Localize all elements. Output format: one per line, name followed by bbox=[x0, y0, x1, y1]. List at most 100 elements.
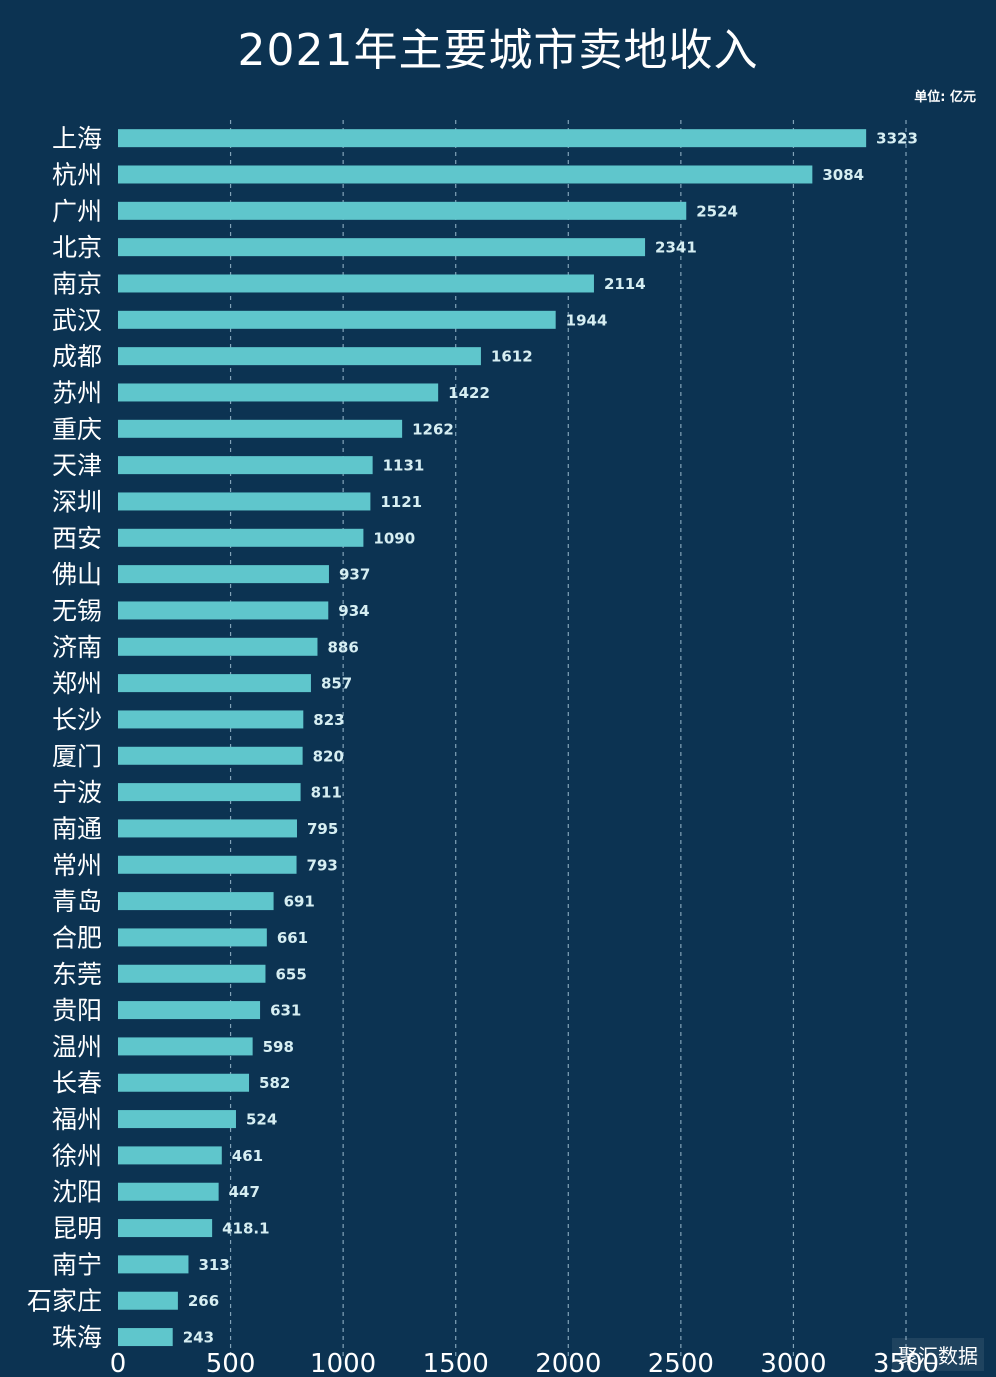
value-label: 631 bbox=[270, 1002, 301, 1020]
category-label: 济南 bbox=[52, 633, 102, 662]
bar bbox=[118, 456, 373, 475]
category-label: 郑州 bbox=[52, 669, 102, 698]
bar bbox=[118, 855, 297, 874]
x-tick-label: 3500 bbox=[873, 1349, 939, 1377]
bar bbox=[118, 1073, 250, 1092]
category-label: 福州 bbox=[52, 1105, 102, 1134]
value-label: 447 bbox=[229, 1183, 260, 1201]
category-label: 徐州 bbox=[52, 1141, 102, 1170]
bar bbox=[118, 238, 646, 257]
category-label: 成都 bbox=[52, 342, 102, 371]
bar bbox=[118, 601, 329, 620]
bar bbox=[118, 819, 297, 838]
value-label: 461 bbox=[232, 1147, 263, 1165]
category-label: 合肥 bbox=[52, 923, 102, 952]
value-label: 266 bbox=[188, 1292, 219, 1310]
bar bbox=[118, 1328, 173, 1347]
value-label: 243 bbox=[183, 1329, 214, 1347]
bar bbox=[118, 674, 311, 693]
bar bbox=[118, 528, 364, 547]
value-label: 1612 bbox=[491, 348, 533, 366]
category-label: 西安 bbox=[52, 524, 102, 553]
bar bbox=[118, 1146, 222, 1165]
value-label: 886 bbox=[327, 638, 358, 656]
bar bbox=[118, 383, 439, 402]
bar bbox=[118, 129, 867, 148]
value-label: 820 bbox=[313, 747, 344, 765]
bar bbox=[118, 928, 267, 947]
x-tick-label: 0 bbox=[110, 1349, 127, 1377]
value-label: 1131 bbox=[383, 457, 425, 475]
value-label: 1121 bbox=[380, 493, 422, 511]
x-tick-label: 2000 bbox=[535, 1349, 601, 1377]
x-tick-label: 500 bbox=[206, 1349, 256, 1377]
bar bbox=[118, 274, 594, 293]
bar bbox=[118, 964, 266, 983]
category-label: 南宁 bbox=[52, 1250, 102, 1279]
value-label: 937 bbox=[339, 566, 370, 584]
bar bbox=[118, 892, 274, 911]
value-label: 823 bbox=[313, 711, 344, 729]
bar bbox=[118, 310, 556, 329]
value-label: 2341 bbox=[655, 239, 697, 257]
category-label: 温州 bbox=[52, 1032, 102, 1061]
bar bbox=[118, 165, 813, 184]
category-label: 佛山 bbox=[52, 560, 102, 589]
value-label: 1090 bbox=[373, 529, 415, 547]
x-tick-label: 1500 bbox=[423, 1349, 489, 1377]
chart-title: 2021年主要城市卖地收入 bbox=[237, 25, 759, 76]
value-label: 857 bbox=[321, 675, 352, 693]
category-label: 昆明 bbox=[52, 1214, 102, 1243]
category-label: 重庆 bbox=[52, 415, 102, 444]
category-label: 上海 bbox=[52, 124, 102, 153]
bar bbox=[118, 201, 687, 220]
x-tick-label: 1000 bbox=[310, 1349, 376, 1377]
bar bbox=[118, 1037, 253, 1056]
value-label: 582 bbox=[259, 1074, 290, 1092]
category-label: 东莞 bbox=[52, 960, 102, 989]
bar bbox=[118, 1291, 178, 1310]
category-label: 长沙 bbox=[52, 705, 102, 734]
category-label: 贵阳 bbox=[52, 996, 102, 1025]
value-label: 1262 bbox=[412, 420, 454, 438]
value-label: 2114 bbox=[604, 275, 646, 293]
category-label: 宁波 bbox=[52, 778, 102, 807]
bar bbox=[118, 1219, 213, 1238]
category-label: 沈阳 bbox=[52, 1178, 102, 1207]
bar bbox=[118, 637, 318, 656]
bar bbox=[118, 492, 371, 511]
category-label: 青岛 bbox=[52, 887, 102, 916]
bar bbox=[118, 1001, 261, 1020]
value-label: 661 bbox=[277, 929, 308, 947]
bar bbox=[118, 783, 301, 802]
category-label: 无锡 bbox=[52, 596, 102, 625]
value-label: 524 bbox=[246, 1111, 277, 1129]
category-label: 长春 bbox=[52, 1069, 102, 1098]
value-label: 313 bbox=[198, 1256, 229, 1274]
value-label: 691 bbox=[284, 893, 315, 911]
value-label: 934 bbox=[338, 602, 369, 620]
category-label: 珠海 bbox=[52, 1323, 102, 1352]
value-label: 3323 bbox=[876, 130, 918, 148]
x-tick-label: 3000 bbox=[760, 1349, 826, 1377]
category-label: 杭州 bbox=[52, 160, 102, 189]
value-label: 795 bbox=[307, 820, 338, 838]
category-label: 南京 bbox=[52, 269, 102, 298]
bar bbox=[118, 419, 403, 438]
category-label: 深圳 bbox=[52, 487, 102, 516]
bar bbox=[118, 746, 303, 765]
bar bbox=[118, 1255, 189, 1274]
category-label: 常州 bbox=[52, 851, 102, 880]
unit-label: 单位: 亿元 bbox=[914, 90, 976, 105]
value-label: 3084 bbox=[822, 166, 864, 184]
category-label: 南通 bbox=[52, 814, 102, 843]
category-label: 天津 bbox=[52, 451, 102, 480]
value-label: 1944 bbox=[566, 311, 608, 329]
bar bbox=[118, 565, 329, 584]
bar bbox=[118, 347, 481, 366]
value-label: 793 bbox=[307, 856, 338, 874]
bar bbox=[118, 1110, 236, 1129]
value-label: 418.1 bbox=[222, 1220, 269, 1238]
category-label: 厦门 bbox=[52, 742, 102, 771]
